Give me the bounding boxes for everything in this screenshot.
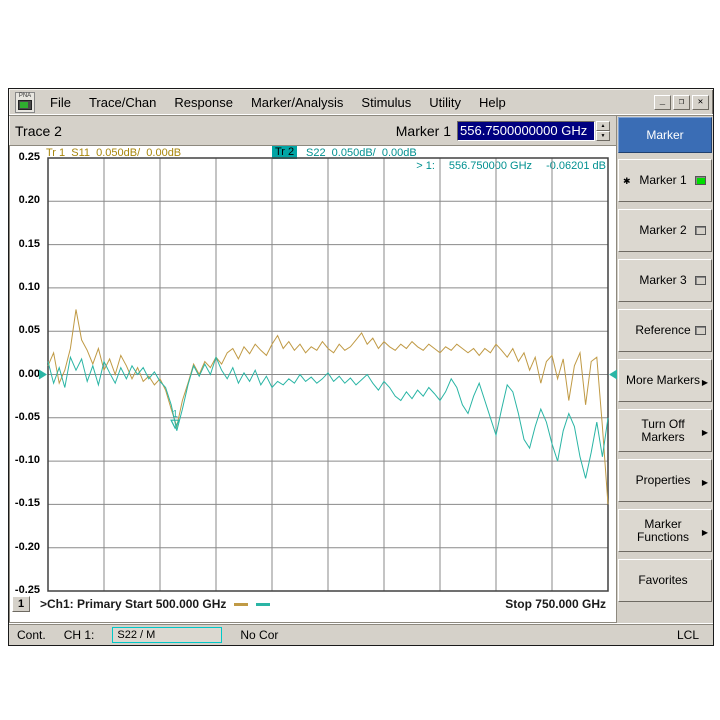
menu-trace-chan[interactable]: Trace/Chan (88, 94, 157, 110)
marker-value-input[interactable]: 556.7500000000 GHz (457, 120, 595, 141)
y-tick-label: -0.20 (14, 540, 40, 553)
softkey-more-markers[interactable]: More Markers ▶ (618, 359, 712, 402)
active-marker-icon: ✱ (623, 175, 631, 186)
measurement-status-field[interactable]: S22 / M (112, 626, 223, 643)
trace2-legend-dash (256, 602, 271, 606)
softkey-marker-2[interactable]: Marker 2 (618, 209, 712, 252)
marker-entry-label: Marker 1 (395, 122, 451, 139)
spinner-up-icon[interactable]: ▲ (596, 120, 610, 131)
y-tick-label: -0.05 (14, 410, 40, 423)
y-tick-label: 0.10 (18, 280, 40, 293)
menu-stimulus[interactable]: Stimulus (361, 94, 412, 110)
submenu-arrow-icon: ▶ (701, 477, 708, 487)
trace1-status-label[interactable]: Tr 1 S11 0.050dB/ 0.00dB (46, 147, 182, 159)
softkey-reference[interactable]: Reference (618, 309, 712, 352)
marker-readout: > 1: 556.750000 GHz -0.06201 dB (416, 160, 606, 172)
menu-file[interactable]: File (50, 94, 71, 110)
stop-frequency-label: Stop 750.000 GHz (505, 597, 606, 611)
y-tick-label: 0.25 (18, 151, 40, 163)
channel-number-badge: 1 (12, 596, 30, 612)
softkey-turn-off-markers[interactable]: Turn Off Markers ▶ (618, 409, 712, 452)
restore-button[interactable]: ❐ (673, 94, 690, 110)
correction-status: No Cor (240, 627, 279, 642)
menu-utility[interactable]: Utility (429, 94, 462, 110)
marker2-checkbox-icon (695, 225, 706, 235)
active-trace-label: Trace 2 (15, 122, 62, 139)
y-tick-label: -0.25 (14, 584, 40, 596)
menu-help[interactable]: Help (479, 94, 506, 110)
softkey-properties[interactable]: Properties ▶ (618, 459, 712, 502)
pna-icon-label: PNA (18, 92, 32, 99)
sweep-mode-status: Cont. (17, 627, 46, 642)
menu-bar: PNA File Trace/Chan Response Marker/Anal… (9, 89, 713, 116)
start-frequency-label: >Ch1: Primary Start 500.000 GHz (40, 597, 227, 611)
stimulus-annotation-row: 1 >Ch1: Primary Start 500.000 GHz Stop 7… (10, 593, 616, 615)
softkey-marker-3[interactable]: Marker 3 (618, 259, 712, 302)
menu-response[interactable]: Response (174, 94, 233, 110)
pna-application-window: PNA File Trace/Chan Response Marker/Anal… (8, 88, 714, 646)
reference-checkbox-icon (695, 325, 706, 335)
trace-toolbar: Trace 2 Marker 1 556.7500000000 GHz ▲ ▼ (9, 116, 616, 145)
channel-status-label: CH 1: (63, 627, 95, 642)
marker-readout-frequency: 556.750000 GHz (448, 160, 533, 172)
close-button[interactable]: ✕ (692, 94, 709, 110)
y-tick-label: -0.10 (14, 454, 40, 467)
spinner-down-icon[interactable]: ▼ (596, 130, 610, 141)
marker-readout-index: > 1: (416, 160, 435, 172)
trace1-legend-dash (234, 602, 249, 606)
marker1-checkbox-icon (695, 175, 706, 185)
submenu-arrow-icon: ▶ (701, 427, 708, 437)
softkey-marker-1[interactable]: ✱ Marker 1 (618, 159, 712, 202)
pna-icon-screen (18, 99, 32, 110)
pna-app-icon[interactable]: PNA (15, 91, 35, 113)
svg-text:1: 1 (172, 409, 178, 420)
y-tick-label: 0.00 (18, 367, 40, 380)
trace2-active-badge[interactable]: Tr 2 (272, 146, 298, 159)
softkey-menu-title: Marker (618, 117, 712, 153)
submenu-arrow-icon: ▶ (701, 377, 708, 387)
softkey-favorites[interactable]: Favorites (618, 559, 712, 602)
softkey-marker-functions[interactable]: Marker Functions ▶ (618, 509, 712, 552)
marker3-checkbox-icon (695, 275, 706, 285)
local-remote-status: LCL (676, 627, 699, 642)
submenu-arrow-icon: ▶ (701, 527, 708, 537)
measurement-screen: Tr 1 S11 0.050dB/ 0.00dB Tr 2 S22 0.050d… (9, 145, 617, 623)
softkey-sidebar: Marker ✱ Marker 1 Marker 2 Marker 3 Refe… (616, 116, 713, 623)
menu-marker-analysis[interactable]: Marker/Analysis (250, 94, 344, 110)
trace-plot: 1 (39, 157, 617, 592)
y-tick-label: 0.05 (18, 324, 40, 337)
y-tick-label: 0.20 (18, 194, 40, 207)
trace2-status-label[interactable]: S22 0.050dB/ 0.00dB (306, 147, 417, 159)
status-bar: Cont. CH 1: S22 / M No Cor LCL (9, 623, 713, 645)
minimize-button[interactable]: _ (654, 94, 671, 110)
y-tick-label: -0.15 (14, 497, 40, 510)
y-tick-label: 0.15 (18, 237, 40, 250)
marker-readout-amplitude: -0.06201 dB (546, 160, 606, 172)
